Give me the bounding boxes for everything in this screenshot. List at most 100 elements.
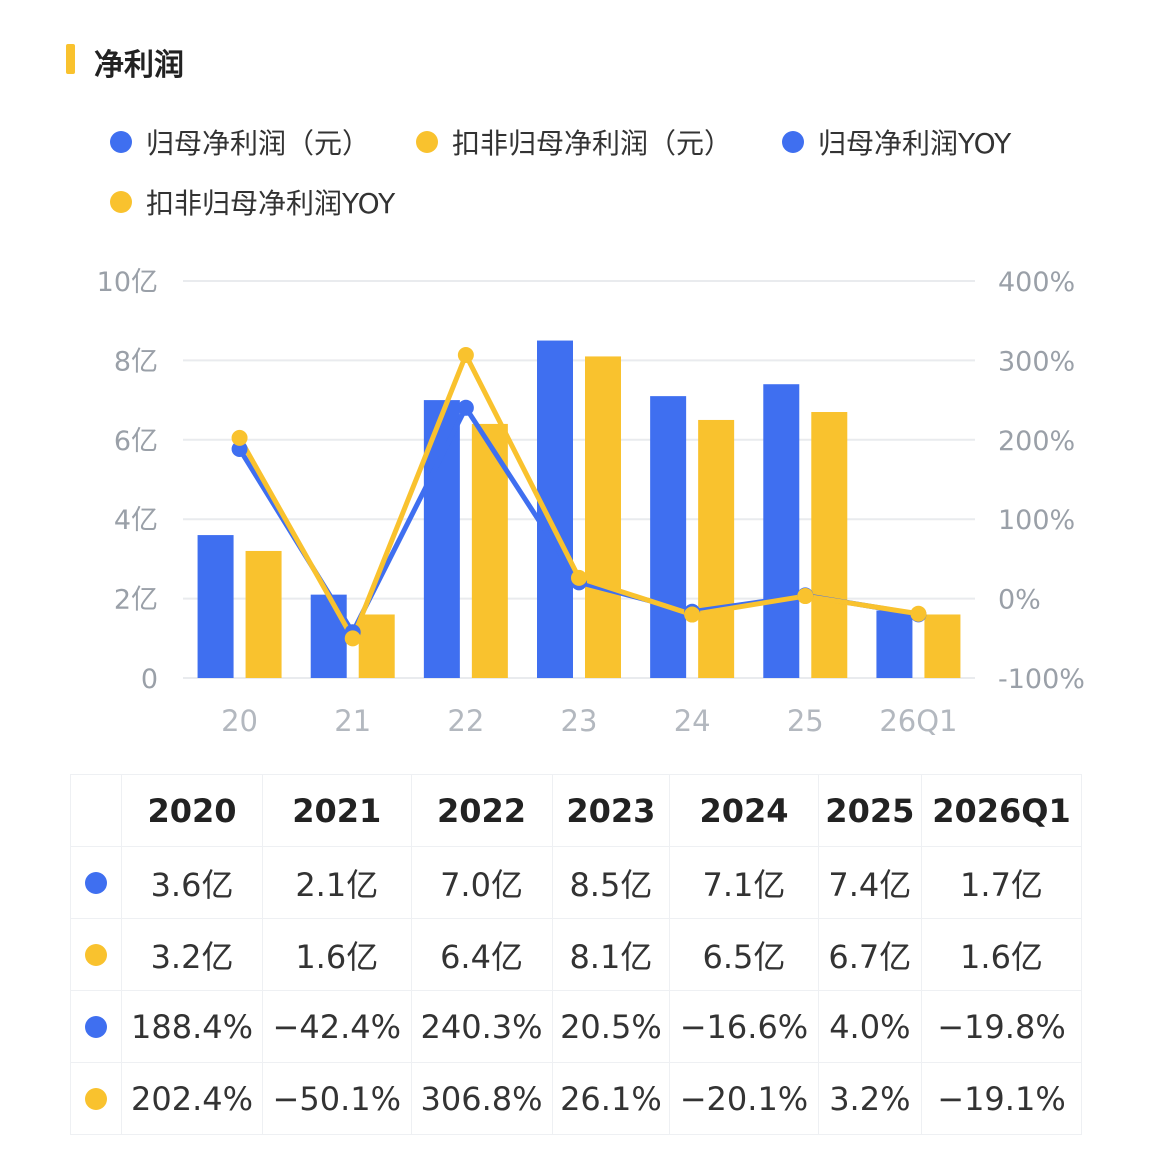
- legend-label: 扣非归母净利润YOY: [146, 187, 396, 220]
- point-deducted-yoy: [910, 605, 927, 622]
- table-cell: −19.1%: [920, 1062, 1083, 1135]
- x-tick-label: 23: [561, 704, 598, 738]
- page-title: 净利润: [94, 48, 184, 83]
- table-cell: −50.1%: [262, 1062, 412, 1135]
- point-deducted-yoy: [231, 429, 248, 446]
- x-tick-label: 26Q1: [879, 704, 957, 738]
- table-header-cell: 2020: [120, 774, 264, 847]
- data-table: 2020 2021 2022 2023 2024 2025 2026Q1 3.6…: [70, 774, 1083, 1135]
- legend-item-deducted-net-profit[interactable]: 扣非归母净利润（元）: [416, 122, 732, 162]
- x-tick-label: 20: [221, 704, 258, 738]
- bar-parent-net-profit: [763, 384, 800, 678]
- row-dot-icon: [85, 943, 107, 966]
- legend-dot: [110, 131, 132, 153]
- table-header-cell: 2024: [669, 774, 819, 847]
- point-parent-yoy: [231, 441, 248, 458]
- bar-deducted-net-profit: [698, 419, 735, 678]
- row-series-key: [70, 918, 122, 991]
- table-cell: 3.2亿: [120, 918, 264, 991]
- x-tick-label: 22: [447, 704, 484, 738]
- legend-dot: [110, 191, 132, 213]
- table-row: 188.4% −42.4% 240.3% 20.5% −16.6% 4.0% −…: [70, 990, 1083, 1063]
- y-right-tick-label: 0%: [998, 585, 1041, 616]
- table-cell: 306.8%: [410, 1062, 553, 1135]
- table-cell: 7.0亿: [410, 846, 553, 919]
- row-series-key: [70, 990, 122, 1063]
- bar-deducted-net-profit: [585, 356, 621, 678]
- table-row: 202.4% −50.1% 306.8% 26.1% −20.1% 3.2% −…: [70, 1062, 1083, 1135]
- table-cell: 6.5亿: [669, 918, 819, 991]
- y-right-tick-label: -100%: [998, 664, 1085, 695]
- table-cell: 7.4亿: [817, 846, 922, 919]
- row-dot-icon: [85, 871, 107, 894]
- legend-item-deducted-net-profit-yoy[interactable]: 扣非归母净利润YOY: [110, 182, 395, 222]
- table-cell: 3.6亿: [120, 846, 264, 919]
- bar-deducted-net-profit: [358, 614, 395, 678]
- table-cell: −42.4%: [262, 990, 412, 1063]
- table-header-row: 2020 2021 2022 2023 2024 2025 2026Q1: [70, 774, 1083, 847]
- y-left-tick-label: 10亿: [97, 267, 158, 298]
- x-tick-label: 24: [674, 704, 711, 738]
- table-cell: 2.1亿: [262, 846, 412, 919]
- table-header-cell: 2022: [410, 774, 553, 847]
- bar-deducted-net-profit: [924, 614, 961, 678]
- bar-parent-net-profit: [310, 594, 347, 678]
- y-right-tick-label: 200%: [998, 426, 1075, 457]
- y-left-tick-label: 0: [141, 664, 158, 695]
- bar-parent-net-profit: [650, 396, 687, 678]
- x-tick-label: 21: [334, 704, 371, 738]
- x-tick-label: 25: [787, 704, 824, 738]
- legend-item-parent-net-profit[interactable]: 归母净利润（元）: [110, 122, 370, 162]
- table-cell: 20.5%: [551, 990, 671, 1063]
- point-deducted-yoy: [457, 347, 474, 364]
- table-header-cell: 2023: [551, 774, 671, 847]
- legend-dot: [416, 131, 438, 153]
- table-header-cell: 2026Q1: [920, 774, 1083, 847]
- row-series-key: [70, 1062, 122, 1135]
- table-cell: 4.0%: [817, 990, 922, 1063]
- table-row: 3.6亿 2.1亿 7.0亿 8.5亿 7.1亿 7.4亿 1.7亿: [70, 846, 1083, 919]
- legend-label: 扣非归母净利润（元）: [452, 127, 733, 160]
- y-left-tick-label: 6亿: [114, 426, 158, 457]
- legend-dot: [782, 131, 804, 153]
- y-left-tick-label: 8亿: [114, 346, 158, 377]
- table-cell: 8.5亿: [551, 846, 671, 919]
- legend-item-parent-net-profit-yoy[interactable]: 归母净利润YOY: [782, 122, 1011, 162]
- net-profit-chart: 0 2亿 4亿 6亿 8亿 10亿 -100% 0% 100% 200% 300% 400% 20 21 2…: [97, 267, 1085, 738]
- bar-deducted-net-profit: [811, 412, 848, 678]
- table-cell: 3.2%: [817, 1062, 922, 1135]
- table-cell: −20.1%: [669, 1062, 819, 1135]
- table-row: 3.2亿 1.6亿 6.4亿 8.1亿 6.5亿 6.7亿 1.6亿: [70, 918, 1083, 991]
- table-cell: 6.4亿: [410, 918, 553, 991]
- table-cell: −19.8%: [920, 990, 1083, 1063]
- point-deducted-yoy: [797, 588, 814, 605]
- bar-deducted-net-profit: [245, 550, 282, 678]
- y-right-tick-label: 300%: [998, 346, 1075, 377]
- table-header-cell: 2025: [817, 774, 922, 847]
- table-cell: 1.6亿: [920, 918, 1083, 991]
- y-left-tick-label: 4亿: [114, 505, 158, 536]
- point-deducted-yoy: [571, 569, 587, 586]
- table-cell: 7.1亿: [669, 846, 819, 919]
- bar-parent-net-profit: [197, 535, 234, 678]
- table-cell: −16.6%: [669, 990, 819, 1063]
- row-dot-icon: [85, 1087, 107, 1110]
- table-cell: 202.4%: [120, 1062, 264, 1135]
- table-cell: 6.7亿: [817, 918, 922, 991]
- y-left-tick-label: 2亿: [114, 585, 158, 616]
- table-cell: 188.4%: [120, 990, 264, 1063]
- row-series-key: [70, 846, 122, 919]
- table-corner-cell: [70, 774, 122, 847]
- point-deducted-yoy: [684, 606, 701, 623]
- point-parent-yoy: [457, 399, 474, 416]
- y-right-tick-label: 100%: [998, 505, 1075, 536]
- table-cell: 8.1亿: [551, 918, 671, 991]
- legend-label: 归母净利润（元）: [146, 127, 371, 160]
- y-right-tick-label: 400%: [998, 267, 1075, 298]
- table-cell: 240.3%: [410, 990, 553, 1063]
- table-cell: 1.6亿: [262, 918, 412, 991]
- legend-label: 归母净利润YOY: [818, 127, 1012, 160]
- table-cell: 26.1%: [551, 1062, 671, 1135]
- point-deducted-yoy: [344, 630, 361, 647]
- bar-parent-net-profit: [876, 610, 913, 678]
